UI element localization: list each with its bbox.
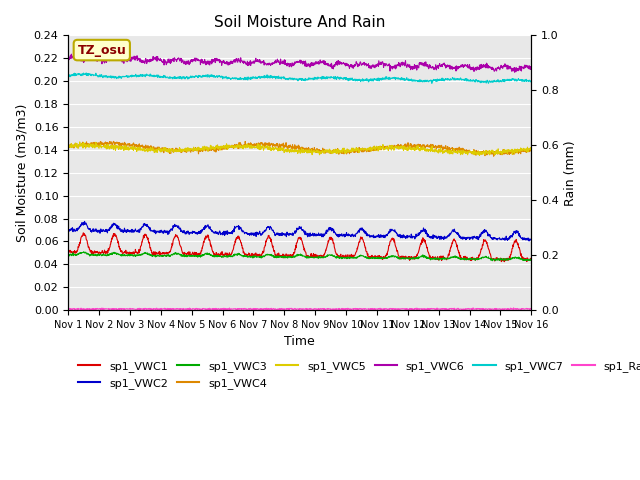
Y-axis label: Rain (mm): Rain (mm): [564, 140, 577, 205]
Y-axis label: Soil Moisture (m3/m3): Soil Moisture (m3/m3): [15, 104, 28, 242]
Title: Soil Moisture And Rain: Soil Moisture And Rain: [214, 15, 385, 30]
X-axis label: Time: Time: [284, 336, 315, 348]
Legend: sp1_VWC1, sp1_VWC2, sp1_VWC3, sp1_VWC4, sp1_VWC5, sp1_VWC6, sp1_VWC7, sp1_Rain: sp1_VWC1, sp1_VWC2, sp1_VWC3, sp1_VWC4, …: [74, 357, 640, 393]
Text: TZ_osu: TZ_osu: [77, 44, 126, 57]
